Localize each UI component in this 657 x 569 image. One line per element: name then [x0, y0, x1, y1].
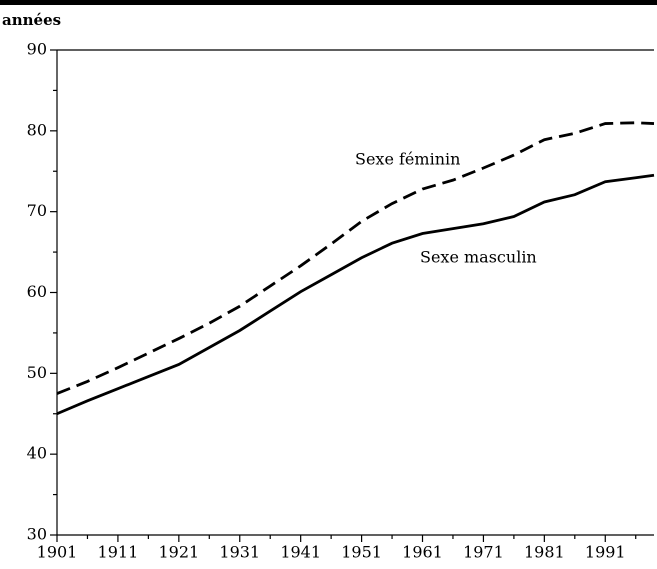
x-tick-label: 1951: [341, 543, 382, 562]
y-tick-label: 70: [27, 201, 47, 220]
y-tick-label: 50: [27, 363, 47, 382]
x-tick-label: 1921: [158, 543, 199, 562]
y-tick-label: 30: [27, 525, 47, 544]
x-tick-label: 1961: [402, 543, 443, 562]
y-tick-label: 60: [27, 282, 47, 301]
x-tick-label: 1971: [463, 543, 504, 562]
x-tick-label: 1981: [524, 543, 565, 562]
x-tick-label: 1991: [585, 543, 626, 562]
series-label: Sexe féminin: [355, 150, 460, 169]
y-tick-label: 40: [27, 444, 47, 463]
top-bar: [0, 0, 657, 5]
x-tick-label: 1941: [280, 543, 321, 562]
series-line: [56, 121, 655, 395]
x-tick-label: 1911: [98, 543, 139, 562]
series-line: [56, 173, 655, 416]
y-tick-label: 90: [27, 40, 47, 59]
series-label: Sexe masculin: [420, 248, 537, 267]
x-tick-label: 1931: [219, 543, 260, 562]
x-tick-label: 1901: [37, 543, 78, 562]
y-tick-label: 80: [27, 120, 47, 139]
y-axis-label: années: [2, 11, 61, 29]
